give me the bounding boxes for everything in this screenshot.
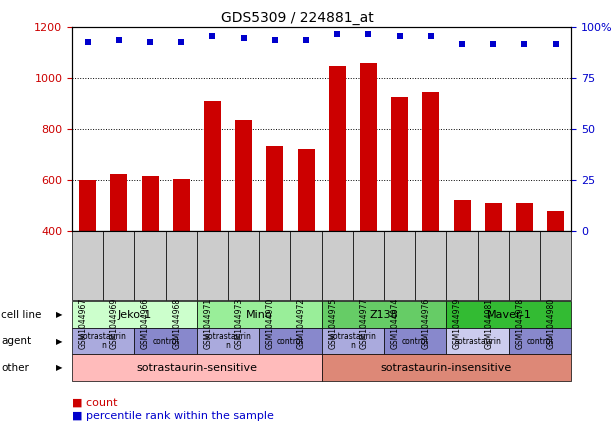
Point <box>114 36 124 43</box>
Text: sotrastaurin
n: sotrastaurin n <box>80 332 126 351</box>
Text: Z138: Z138 <box>370 310 398 319</box>
Text: GSM1044974: GSM1044974 <box>390 298 400 349</box>
Text: GDS5309 / 224881_at: GDS5309 / 224881_at <box>221 11 373 25</box>
Point <box>301 36 311 43</box>
Text: cell line: cell line <box>1 310 42 319</box>
Text: sotrastaurin
n: sotrastaurin n <box>205 332 252 351</box>
Text: other: other <box>1 363 29 373</box>
Text: control: control <box>152 337 179 346</box>
Bar <box>235 120 252 332</box>
Text: control: control <box>402 337 429 346</box>
Text: ■ count: ■ count <box>72 398 117 408</box>
Bar <box>547 211 565 332</box>
Text: ■ percentile rank within the sample: ■ percentile rank within the sample <box>72 411 274 421</box>
Bar <box>360 63 377 332</box>
Point <box>395 32 404 39</box>
Bar <box>266 146 284 332</box>
Text: GSM1044973: GSM1044973 <box>235 298 244 349</box>
Bar <box>391 97 408 332</box>
Text: ▶: ▶ <box>56 363 63 372</box>
Point <box>426 32 436 39</box>
Text: GSM1044977: GSM1044977 <box>359 298 368 349</box>
Point <box>488 40 498 47</box>
Bar <box>453 200 470 332</box>
Point <box>208 32 218 39</box>
Text: GSM1044966: GSM1044966 <box>141 298 150 349</box>
Text: GSM1044969: GSM1044969 <box>110 298 119 349</box>
Bar <box>204 101 221 332</box>
Bar <box>173 179 190 332</box>
Point <box>83 38 93 45</box>
Bar <box>422 92 439 332</box>
Point <box>145 38 155 45</box>
Text: Mino: Mino <box>246 310 273 319</box>
Text: GSM1044979: GSM1044979 <box>453 298 462 349</box>
Text: Maver-1: Maver-1 <box>486 310 532 319</box>
Point <box>364 30 373 37</box>
Text: ▶: ▶ <box>56 310 63 319</box>
Bar <box>79 180 97 332</box>
Bar <box>516 203 533 332</box>
Text: GSM1044975: GSM1044975 <box>328 298 337 349</box>
Bar <box>142 176 159 332</box>
Bar <box>111 174 128 332</box>
Text: sotrastaurin-insensitive: sotrastaurin-insensitive <box>381 363 512 373</box>
Bar <box>298 149 315 332</box>
Point <box>332 30 342 37</box>
Text: GSM1044967: GSM1044967 <box>79 298 88 349</box>
Point <box>177 38 186 45</box>
Text: control: control <box>527 337 554 346</box>
Text: control: control <box>277 337 304 346</box>
Point <box>457 40 467 47</box>
Text: sotrastaurin-sensitive: sotrastaurin-sensitive <box>136 363 257 373</box>
Point <box>551 40 560 47</box>
Text: GSM1044981: GSM1044981 <box>485 298 493 349</box>
Point <box>519 40 529 47</box>
Text: GSM1044978: GSM1044978 <box>516 298 524 349</box>
Text: ▶: ▶ <box>56 337 63 346</box>
Text: GSM1044970: GSM1044970 <box>266 298 275 349</box>
Point <box>270 36 280 43</box>
Text: GSM1044980: GSM1044980 <box>547 298 555 349</box>
Bar <box>329 66 346 332</box>
Text: GSM1044972: GSM1044972 <box>297 298 306 349</box>
Bar <box>485 203 502 332</box>
Text: sotrastaurin
n: sotrastaurin n <box>329 332 376 351</box>
Text: GSM1044976: GSM1044976 <box>422 298 431 349</box>
Text: GSM1044971: GSM1044971 <box>203 298 213 349</box>
Text: GSM1044968: GSM1044968 <box>172 298 181 349</box>
Text: sotrastaurin: sotrastaurin <box>454 337 501 346</box>
Text: Jeko-1: Jeko-1 <box>117 310 152 319</box>
Text: agent: agent <box>1 336 31 346</box>
Point <box>239 34 249 41</box>
